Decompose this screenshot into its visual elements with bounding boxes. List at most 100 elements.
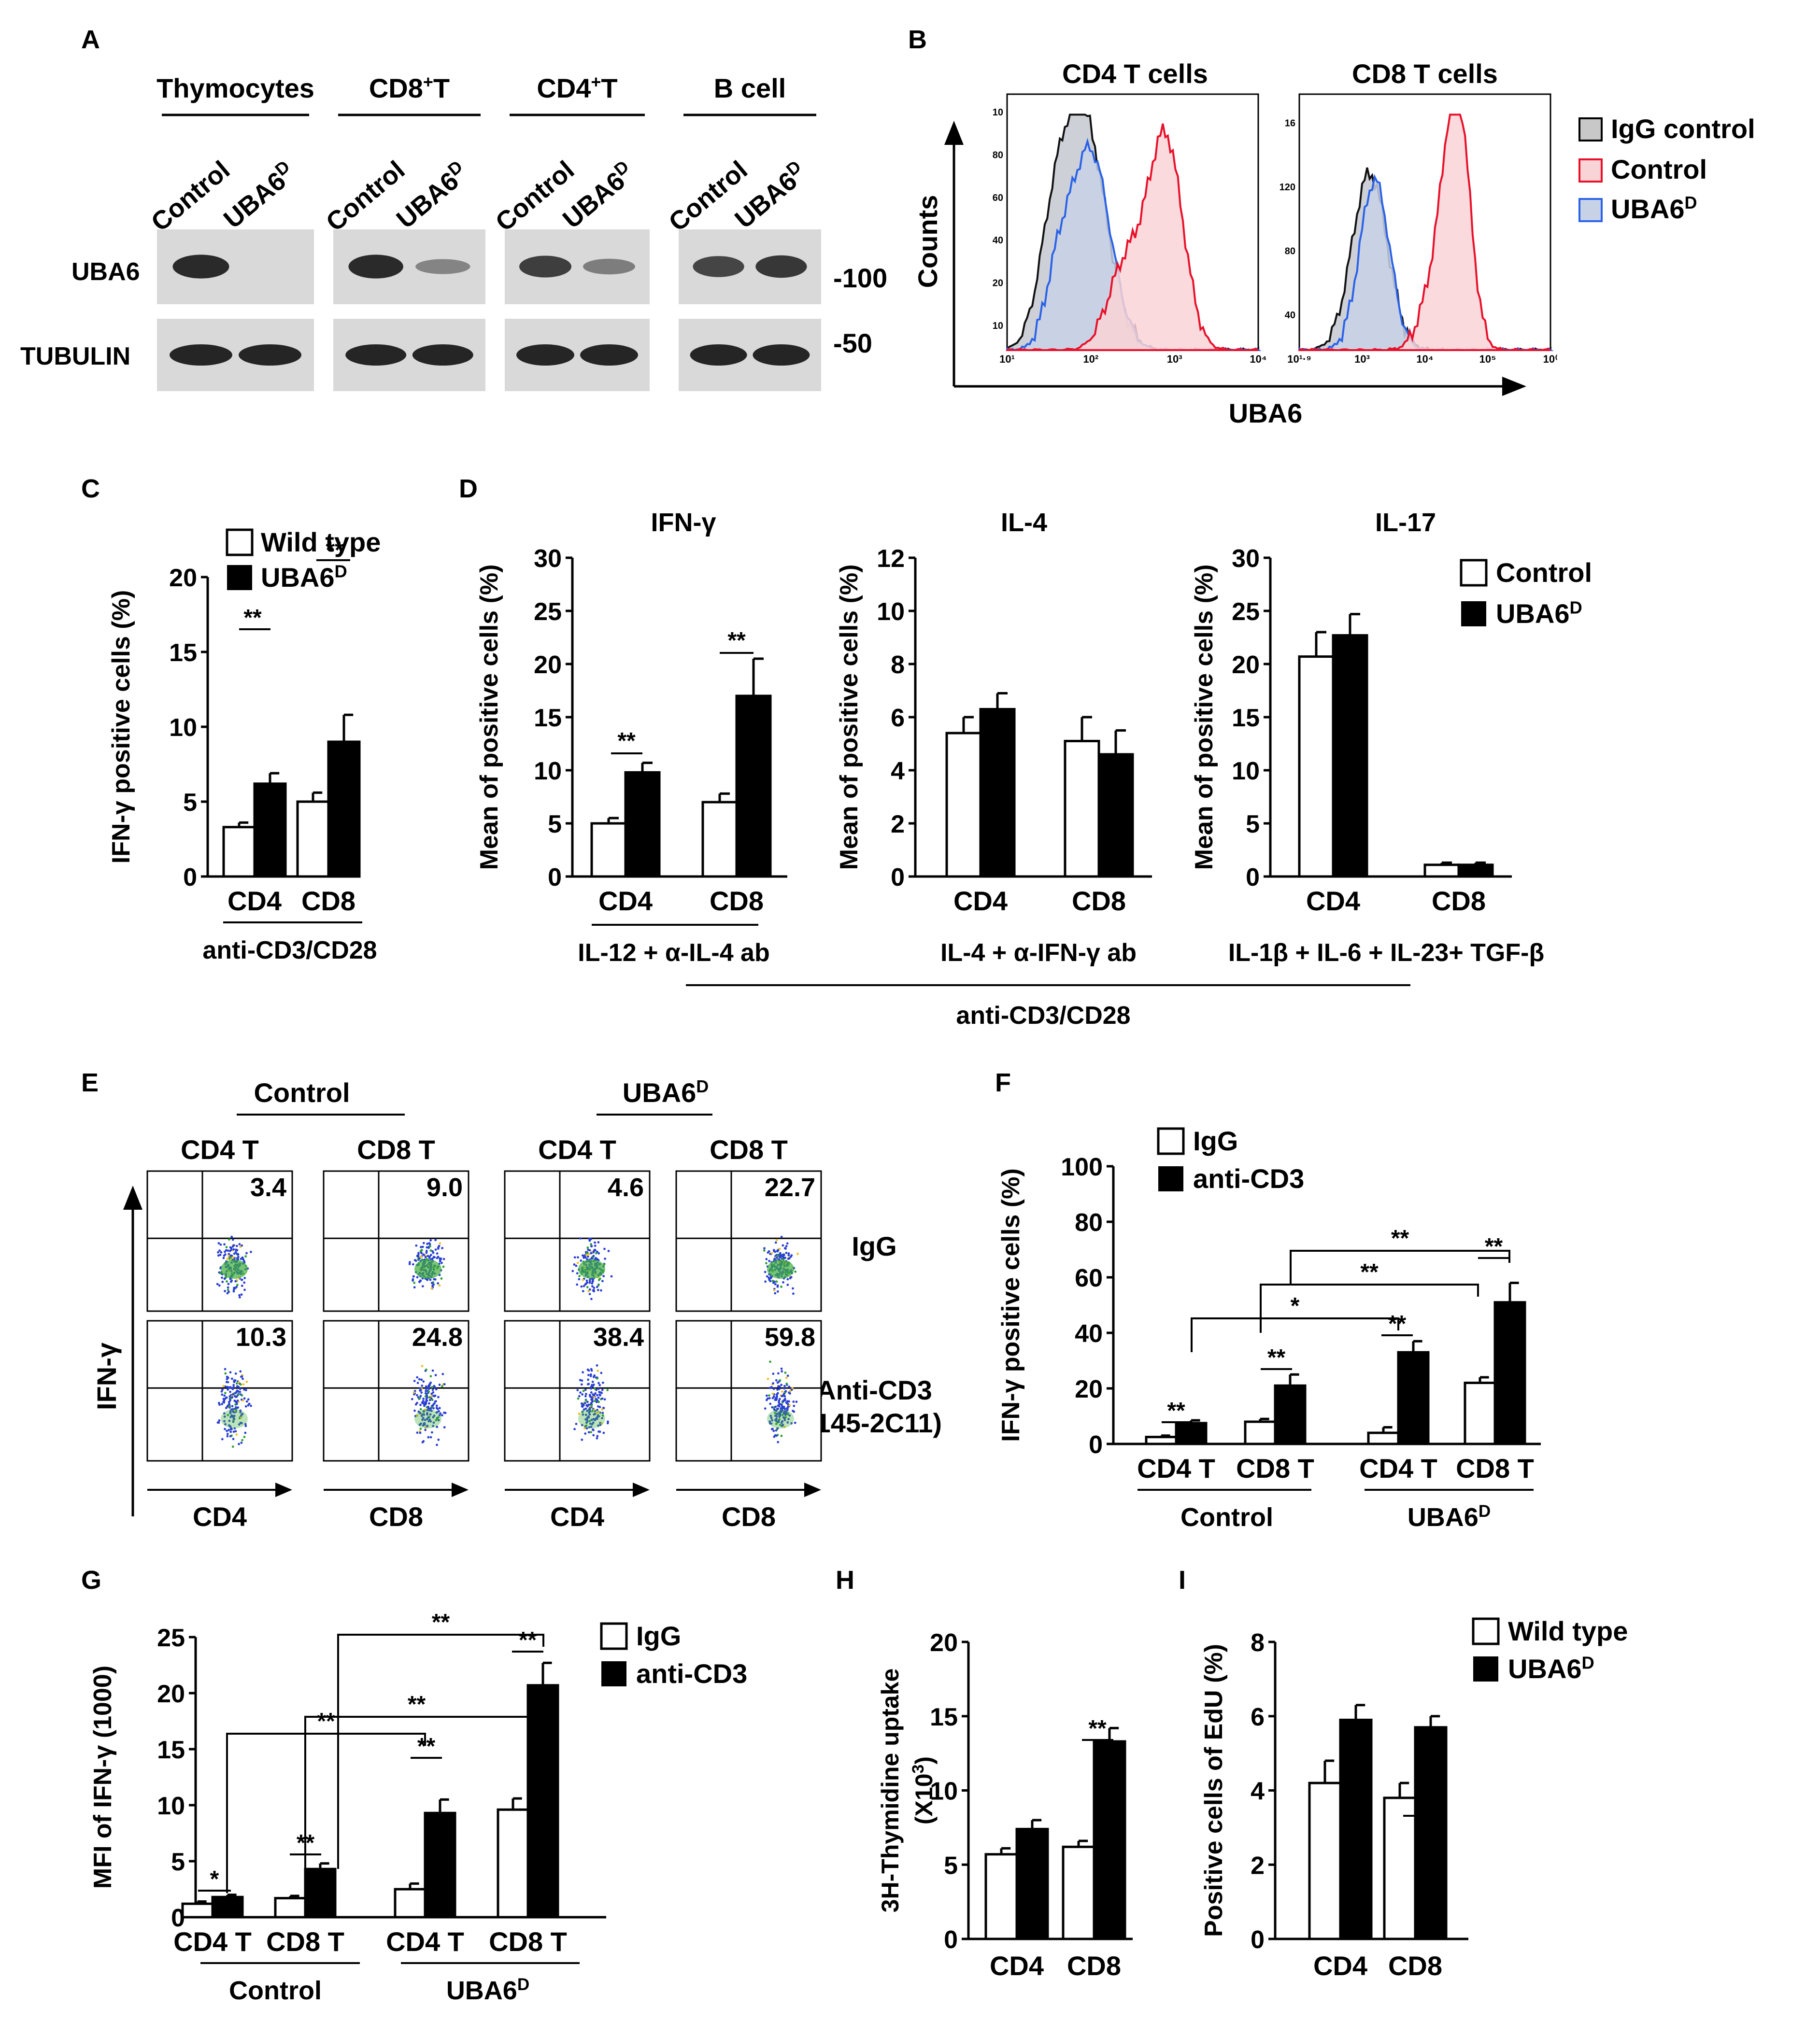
blot-lane-label-0-0: Control (146, 156, 236, 237)
dotplot-event (235, 1409, 238, 1412)
dotplot-event (786, 1278, 789, 1281)
dotplot-event (782, 1414, 784, 1416)
chart-C: 0 5 10 15 20 IFN-γ positive cells (%) CD4 CD8 **… (107, 527, 381, 964)
dotplot-event (228, 1386, 230, 1389)
hist-curve-cd4-2 (1006, 123, 1259, 351)
sig-h: ** (1088, 1716, 1107, 1741)
bar-G-anticd3-0 (211, 1895, 244, 1919)
dotplot-event (423, 1422, 426, 1425)
dotplot-event (580, 1383, 583, 1386)
dotplot-event (587, 1369, 590, 1372)
dotplot-event (782, 1254, 785, 1257)
dotplot-event (436, 1443, 438, 1446)
dotplot-event (228, 1428, 230, 1431)
dotplot-event (596, 1399, 598, 1401)
dotplot-event (785, 1410, 788, 1413)
bar-D-IL17-control-0 (1298, 655, 1335, 878)
hist-ytick-cd8-2: 120 (1280, 182, 1295, 193)
dotplot-event (235, 1382, 238, 1385)
dotplot-event (231, 1377, 233, 1380)
dotplot-event (224, 1428, 226, 1430)
legend-f-igg: IgG (1193, 1126, 1238, 1156)
dotplot-event (783, 1426, 786, 1428)
dotplot-event (218, 1249, 221, 1252)
dotplot-event (427, 1390, 430, 1393)
dotplot-event (769, 1414, 772, 1417)
dotplot-event (416, 1414, 419, 1417)
dotplot-event (607, 1250, 610, 1252)
dotplot-event (227, 1249, 229, 1252)
dotplot-event (788, 1386, 791, 1388)
dotplot-event (772, 1382, 775, 1385)
bar-C-wildtype-1 (296, 800, 330, 878)
dotplot-event (770, 1386, 773, 1388)
dotplot-event (792, 1287, 794, 1290)
hist-xtick-cd4-2: 10³ (1167, 353, 1182, 365)
dotplot-event (437, 1438, 440, 1441)
ytick-label-G-1: 5 (171, 1848, 185, 1876)
panel-b-dynamic: 10 20 40 60 80 10 10¹ 10² 10³ 10⁴ 40 80 120 16 10¹·⁹ 10… (993, 93, 1558, 365)
dotplot-event (224, 1423, 227, 1426)
chart-title-D-IFN: IFN-γ (651, 508, 716, 537)
dotplot-event (228, 1238, 230, 1241)
dotplot-event (419, 1431, 422, 1434)
dotplot-ylabel: IFN-γ (91, 1343, 122, 1410)
dotplot-event (602, 1431, 605, 1434)
dotplot-event (779, 1379, 782, 1382)
dotplot-event (579, 1237, 582, 1240)
category-G-0: CD4 T (173, 1926, 252, 1957)
bar-C-uba6d-1 (327, 740, 361, 878)
dotplot-event (601, 1417, 603, 1420)
legend-uba6-base: UBA6 (1611, 194, 1684, 224)
category-F-3: CD8 T (1456, 1453, 1534, 1484)
dotplot-event (429, 1249, 432, 1252)
dotplot-event (416, 1394, 418, 1397)
dotplot-event (432, 1407, 435, 1410)
group-label-c: anti-CD3/CD28 (202, 936, 377, 964)
dotplot-event (590, 1298, 593, 1301)
sig-f-0: ** (1167, 1398, 1185, 1424)
dotplot-event (587, 1383, 590, 1386)
panel-letter-i: I (1179, 1566, 1186, 1595)
dotplot-event (244, 1425, 247, 1428)
dotplot-event (764, 1407, 767, 1410)
dotplot-event (765, 1399, 768, 1401)
dotplot-event (413, 1409, 416, 1412)
dotplot-event (226, 1429, 228, 1432)
ylabel-D-IFN: Mean of positive cells (%) (475, 565, 503, 870)
dotplot-event (230, 1428, 233, 1430)
dotplot-event (778, 1385, 781, 1388)
dotplot-event (581, 1438, 583, 1441)
dotplot-event (768, 1420, 771, 1423)
dotplot-event (592, 1251, 595, 1254)
dotplot-event (229, 1435, 232, 1438)
dotplot-event (224, 1385, 227, 1388)
ylabel-I: Positive cells of EdU (%) (1200, 1644, 1228, 1937)
dotplot-event (233, 1381, 236, 1384)
dotplot-event (414, 1259, 417, 1262)
ytick-label-G-2: 10 (157, 1792, 185, 1820)
dotplot-event (592, 1375, 595, 1378)
dotplot-event (430, 1254, 432, 1257)
dotplot-event (600, 1392, 603, 1394)
dotplot-event (412, 1391, 415, 1394)
dotplot-event (218, 1419, 221, 1422)
blot-lane-3-0-base: Control (663, 156, 753, 237)
dotplot-event (767, 1251, 769, 1254)
panel-a-dynamic: ThymocytesControlUBA6DCD8+TControlUBA6DC… (146, 72, 821, 391)
legend-swatch-d-uba6d (1461, 601, 1486, 626)
dotplot-event (226, 1378, 228, 1381)
dotplot-event (588, 1281, 591, 1284)
dotplot-event (783, 1387, 786, 1390)
dotplot-event (217, 1254, 220, 1257)
dotplot-event (424, 1408, 427, 1411)
dotplot-event (432, 1425, 434, 1428)
dotplot-event (581, 1403, 584, 1406)
panel-letter-c: C (81, 474, 100, 503)
sig-bracket-label-g-0: ** (317, 1709, 335, 1734)
dotplot-event (228, 1405, 231, 1408)
dotplot-event (584, 1393, 587, 1396)
dotplot-event (420, 1246, 422, 1248)
ytick-label-D-IFN-5: 25 (534, 598, 562, 626)
dotplot-event (773, 1258, 776, 1260)
